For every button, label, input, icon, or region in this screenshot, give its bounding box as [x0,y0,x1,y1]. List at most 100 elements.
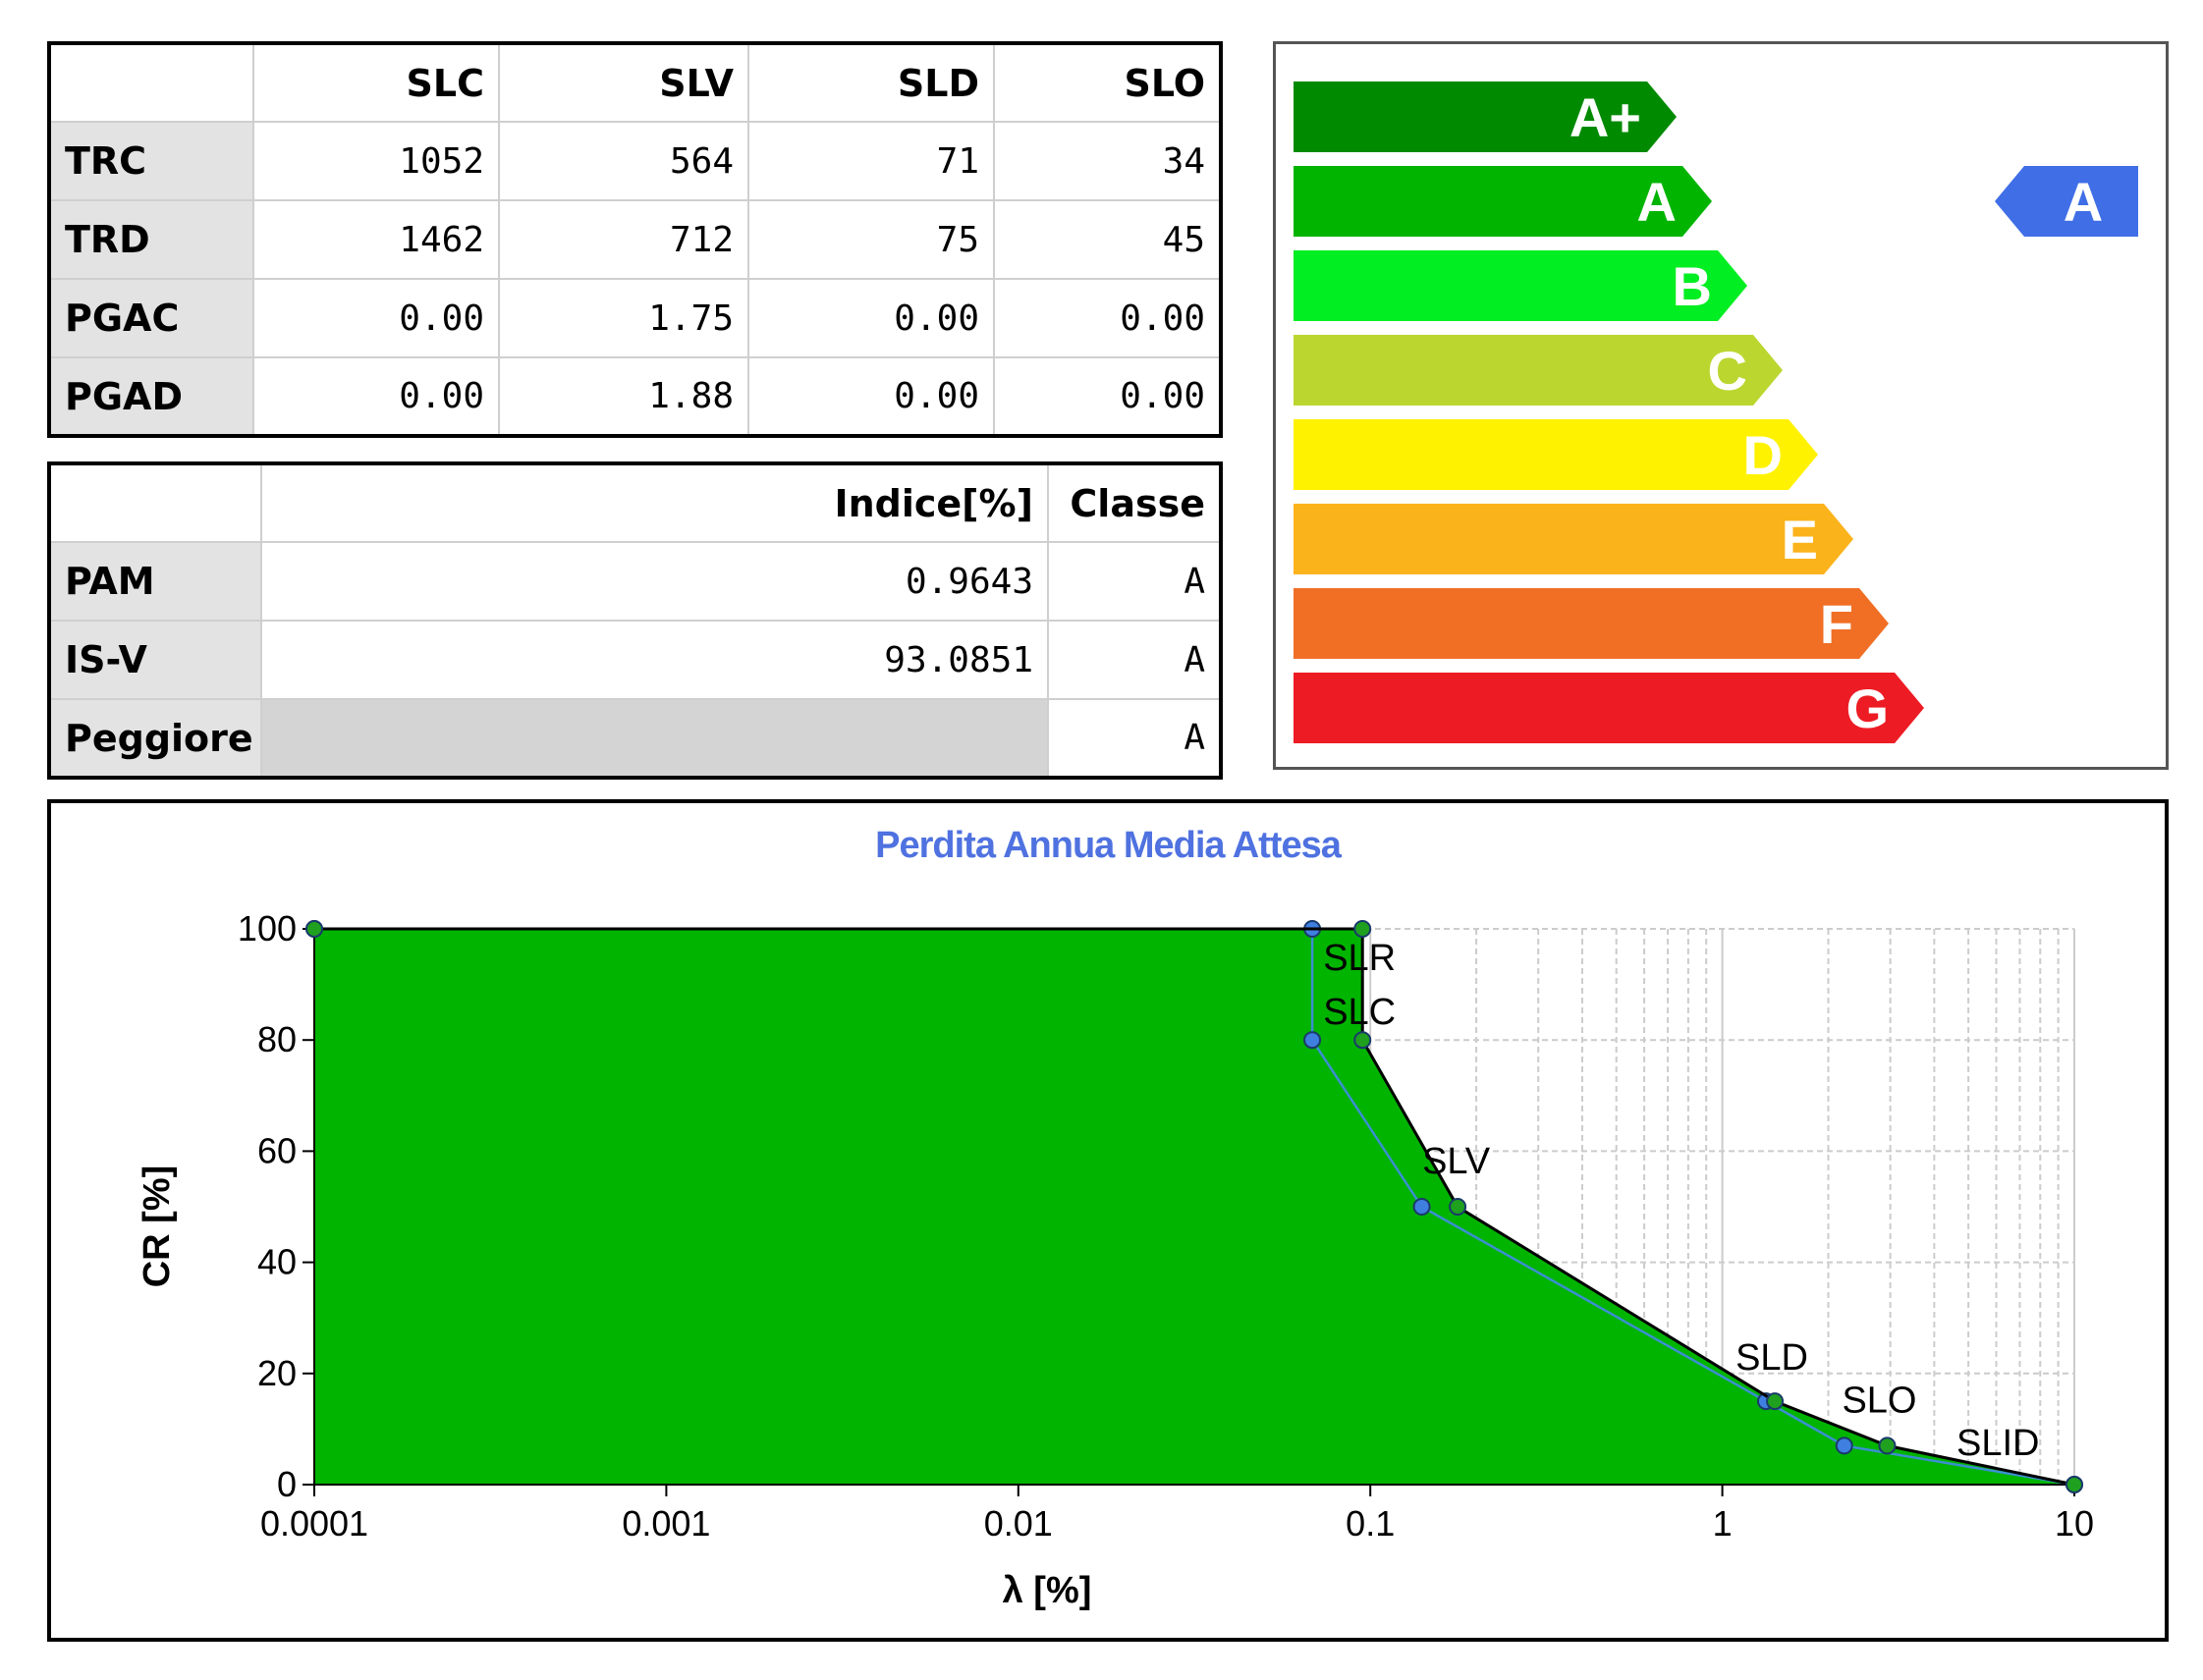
risk-class-c: C [1294,335,1783,406]
y-tick-label: 100 [238,908,297,948]
data-point[interactable] [1878,1436,1897,1455]
row-header: Peggiore [48,698,262,779]
y-tick-label: 0 [277,1464,297,1504]
col-header: SLD [747,42,995,123]
table-cell[interactable]: 34 [993,121,1222,201]
data-point[interactable] [305,920,323,938]
table-cell[interactable]: 1052 [252,121,500,201]
y-tick-label: 20 [257,1353,297,1393]
data-point[interactable] [1353,920,1372,938]
class-arrow [1294,335,1783,406]
class-label: C [1708,340,1747,402]
class-label: A+ [1570,86,1641,148]
table-row[interactable]: Peggiore A [48,698,1222,779]
point-label: SLR [1323,938,1396,979]
class-arrow [1294,504,1853,574]
row-header: IS-V [48,620,262,700]
corner-cell [48,462,262,543]
table-cell[interactable]: 712 [498,199,749,280]
x-axis-label: λ [%] [1003,1570,1092,1611]
data-point[interactable] [1303,1031,1322,1050]
point-label: SLO [1842,1380,1916,1421]
table-cell[interactable]: A [1047,620,1222,700]
row-header: TRD [48,199,254,280]
risk-class-a-plus: A+ [1294,81,1677,152]
data-point[interactable] [1766,1392,1785,1411]
y-axis-label: CR [%] [137,1165,178,1288]
data-point[interactable] [1353,1031,1372,1050]
class-arrow [1294,419,1818,490]
class-label: B [1673,255,1712,317]
table-cell[interactable]: A [1047,541,1222,622]
table-cell[interactable]: 0.00 [747,278,995,358]
table-row[interactable]: PGAC 0.00 1.75 0.00 0.00 [48,278,1222,358]
row-header: PAM [48,541,262,622]
data-point[interactable] [1449,1198,1467,1216]
risk-class-g: G [1294,673,1924,743]
table-header-row: Indice[%] Classe [48,462,1222,543]
risk-class-d: D [1294,419,1818,490]
table-cell[interactable]: A [1047,698,1222,779]
table-row[interactable]: PGAD 0.00 1.88 0.00 0.00 [48,356,1222,437]
limit-states-table: SLC SLV SLD SLO TRC 1052 564 71 34 TRD 1… [47,41,1223,438]
x-tick-label: 10 [2055,1503,2094,1544]
table-cell[interactable] [260,698,1049,779]
class-arrow [1294,166,1712,237]
table-cell[interactable]: 45 [993,199,1222,280]
point-label: SLD [1735,1337,1808,1379]
current-class-indicator: A [1995,166,2138,237]
table-cell[interactable]: 0.00 [747,356,995,437]
table-cell[interactable]: 1.88 [498,356,749,437]
y-tick-label: 40 [257,1242,297,1282]
row-header: PGAD [48,356,254,437]
col-header: Indice[%] [260,462,1049,543]
table-row[interactable]: IS-V 93.0851 A [48,620,1222,700]
col-header: Classe [1047,462,1222,543]
class-label: D [1743,424,1783,486]
table-cell[interactable]: 93.0851 [260,620,1049,700]
table-cell[interactable]: 75 [747,199,995,280]
risk-class-f: F [1294,588,1889,659]
table-row[interactable]: PAM 0.9643 A [48,541,1222,622]
y-tick-label: 80 [257,1019,297,1059]
table-cell[interactable]: 564 [498,121,749,201]
row-header: PGAC [48,278,254,358]
table-cell[interactable]: 1462 [252,199,500,280]
table-cell[interactable]: 0.9643 [260,541,1049,622]
table-row[interactable]: TRC 1052 564 71 34 [48,121,1222,201]
table-cell[interactable]: 0.00 [252,356,500,437]
table-cell[interactable]: 1.75 [498,278,749,358]
indicator-arrow [1995,166,2138,237]
area-fill [314,929,2074,1485]
table-cell[interactable]: 71 [747,121,995,201]
col-header: SLC [252,42,500,123]
class-arrow [1294,250,1747,321]
x-tick-label: 0.1 [1346,1503,1395,1544]
y-tick-label: 60 [257,1130,297,1170]
point-label: SLV [1422,1141,1491,1182]
table-row[interactable]: TRD 1462 712 75 45 [48,199,1222,280]
data-point[interactable] [1835,1436,1853,1455]
class-arrow [1294,588,1889,659]
x-tick-label: 0.0001 [260,1503,368,1544]
risk-class-a: A [1294,166,1712,237]
point-label: SLC [1323,992,1396,1033]
table-header-row: SLC SLV SLD SLO [48,42,1222,123]
data-point[interactable] [2065,1476,2083,1493]
indicator-label: A [2064,171,2103,233]
risk-class-b: B [1294,250,1747,321]
risk-class-e: E [1294,504,1853,574]
class-label: F [1820,593,1853,655]
table-cell[interactable]: 0.00 [252,278,500,358]
col-header: SLV [498,42,749,123]
class-arrow [1294,673,1924,743]
class-arrow [1294,81,1677,152]
x-tick-label: 0.001 [622,1503,710,1544]
x-tick-label: 0.01 [984,1503,1053,1544]
data-point[interactable] [1412,1198,1431,1216]
table-cell[interactable]: 0.00 [993,356,1222,437]
table-cell[interactable]: 0.00 [993,278,1222,358]
class-label: G [1845,677,1889,739]
chart-title: Perdita Annua Media Attesa [875,825,1342,866]
